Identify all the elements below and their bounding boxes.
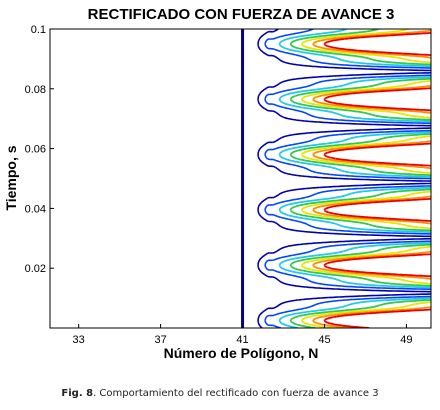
contour-level-7 [323,32,431,328]
x-tick-label: 33 [73,334,85,346]
plot-area [50,29,431,328]
x-tick-label: 37 [154,334,166,346]
contour-lines [257,29,431,328]
y-tick-label: 0.08 [25,84,46,96]
contour-level-5 [300,29,431,328]
contour-level-3 [278,29,431,328]
y-axis-label: Tiempo, s [3,145,19,210]
contour-level-4 [289,29,431,328]
x-tick-label: 41 [236,334,248,346]
contour-chart: RECTIFICADO CON FUERZA DE AVANCE 3 33 37 4… [3,6,432,361]
x-tick-label: 49 [400,334,412,346]
x-axis-label: Número de Polígono, N [164,345,319,361]
figure-caption-label: Fig. 8 [61,388,94,399]
figure-caption: Fig. 8. Comportamiento del rectificado c… [0,388,440,399]
x-tick-label: 45 [318,334,330,346]
figure-caption-text: . Comportamiento del rectificado con fue… [93,388,379,399]
chart-title: RECTIFICADO CON FUERZA DE AVANCE 3 [88,6,395,23]
y-axis: 0.02 0.04 0.06 0.08 0.1 [25,24,54,275]
contour-level-1 [257,29,431,328]
y-tick-label: 0.02 [25,263,46,275]
contour-level-2 [264,29,431,328]
contour-level-6 [312,29,431,328]
y-tick-label: 0.1 [31,24,46,36]
y-tick-label: 0.04 [25,203,46,215]
plot-frame [49,28,432,329]
x-axis: 33 37 41 45 49 [73,324,413,346]
y-tick-label: 0.06 [25,144,46,156]
